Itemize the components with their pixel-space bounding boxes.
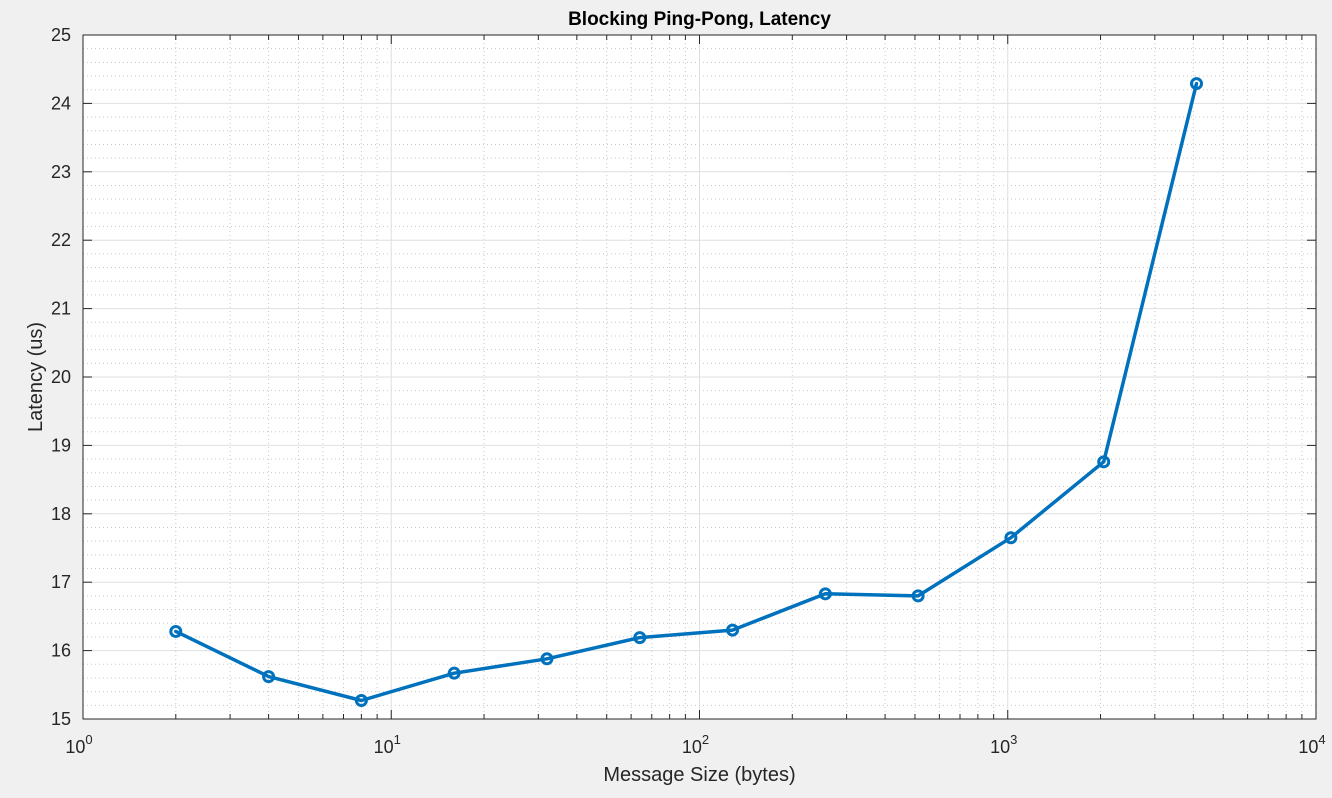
chart-title: Blocking Ping-Pong, Latency	[568, 9, 831, 30]
data-point	[1190, 77, 1204, 91]
x-tick-label: 102	[682, 732, 709, 757]
y-tick-label: 15	[51, 709, 71, 729]
y-tick-label: 23	[51, 162, 71, 182]
axis-ticks	[82, 34, 1317, 720]
data-point	[354, 694, 368, 708]
y-tick-label: 18	[51, 504, 71, 524]
y-tick-label: 22	[51, 230, 71, 250]
data-point	[262, 670, 276, 684]
y-tick-label: 20	[51, 367, 71, 387]
x-tick-label: 100	[65, 732, 92, 757]
data-point	[818, 587, 832, 601]
data-point	[540, 652, 554, 666]
data-point	[726, 623, 740, 637]
x-tick-labels: 100 101 102 103 104	[65, 732, 1325, 757]
data-point	[1097, 455, 1111, 469]
y-tick-label: 21	[51, 299, 71, 319]
data-point	[633, 631, 647, 645]
y-tick-labels: 15 16 17 18 19 20 21 22 23 24 25	[51, 25, 71, 729]
y-tick-label: 17	[51, 572, 71, 592]
y-tick-label: 25	[51, 25, 71, 45]
data-point	[911, 589, 925, 603]
y-axis-title: Latency (us)	[25, 322, 47, 432]
y-tick-label: 16	[51, 641, 71, 661]
series-line	[174, 81, 1199, 703]
x-axis-title: Message Size (bytes)	[603, 764, 795, 786]
data-point	[169, 624, 183, 638]
data-point	[1004, 531, 1018, 545]
data-point	[447, 666, 461, 680]
y-tick-label: 19	[51, 435, 71, 455]
series-layer	[169, 77, 1204, 708]
x-tick-label: 104	[1298, 732, 1325, 757]
y-tick-label: 24	[51, 93, 71, 113]
x-tick-label: 103	[990, 732, 1017, 757]
x-tick-label: 101	[374, 732, 401, 757]
